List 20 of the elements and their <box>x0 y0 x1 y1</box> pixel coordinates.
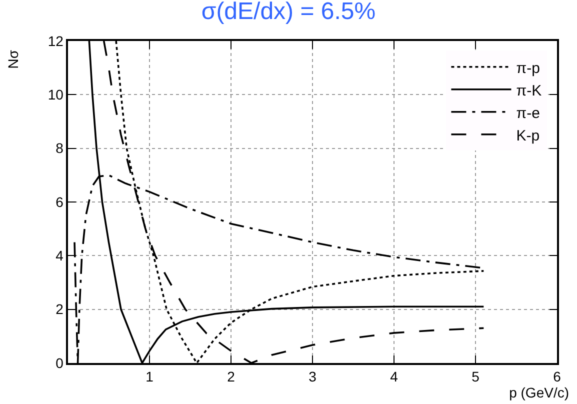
x-tick-label: 4 <box>390 368 398 385</box>
legend-label: π-e <box>516 104 540 122</box>
x-tick-label: 6 <box>553 368 562 385</box>
chart-title: σ(dE/dx) = 6.5% <box>201 0 376 25</box>
legend-label: π-K <box>516 82 542 100</box>
y-tick-label: 12 <box>48 32 64 49</box>
legend-label: π-p <box>516 60 540 77</box>
y-tick-label: 10 <box>48 86 64 103</box>
x-tick-label: 5 <box>472 368 480 385</box>
x-tick-label: 1 <box>146 368 154 385</box>
y-tick-label: 6 <box>56 194 64 210</box>
y-tick-label: 0 <box>56 354 64 371</box>
x-axis-title: p (GeV/c) <box>509 384 569 401</box>
legend-label: K-p <box>516 127 540 144</box>
y-tick-label: 4 <box>56 248 64 264</box>
y-axis-title: Nσ <box>5 50 21 69</box>
y-tick-label: 8 <box>56 140 64 156</box>
y-tick-label: 2 <box>56 301 64 318</box>
x-tick-label: 3 <box>308 368 317 385</box>
x-tick-label: 2 <box>227 368 236 385</box>
